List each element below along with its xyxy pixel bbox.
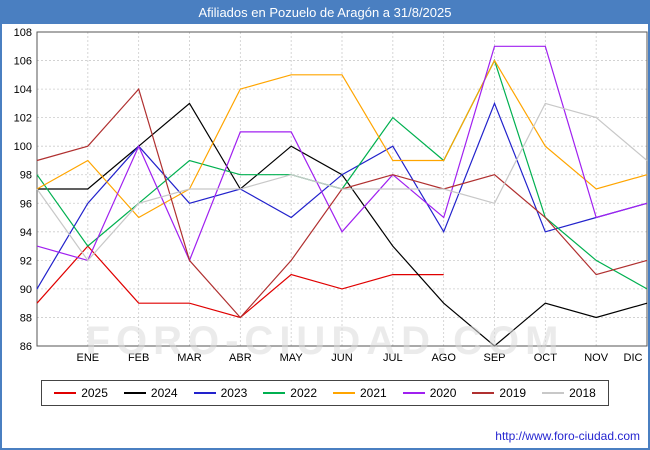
y-tick-label: 100 [14, 141, 32, 153]
x-tick-label: SEP [483, 352, 505, 364]
series-line-2020 [36, 45, 648, 262]
legend-swatch-2019 [472, 392, 495, 394]
x-tick-label: OCT [534, 352, 558, 364]
y-tick-label: 104 [14, 84, 32, 96]
legend-label-2021: 2021 [360, 386, 387, 400]
y-tick-label: 108 [14, 27, 32, 39]
x-tick-label: MAY [280, 352, 304, 364]
x-tick-label: NOV [584, 352, 609, 364]
legend-item-2023: 2023 [193, 386, 248, 400]
x-tick-label: JUN [331, 352, 352, 364]
y-tick-label: 92 [20, 255, 32, 267]
legend-swatch-2020 [402, 392, 425, 394]
x-tick-label: ENE [77, 352, 100, 364]
legend-swatch-2023 [193, 392, 216, 394]
legend: 2025 2024 2023 2022 2021 2020 2019 2018 [41, 380, 609, 406]
x-tick-label: MAR [177, 352, 202, 364]
legend-label-2022: 2022 [290, 386, 317, 400]
legend-swatch-2018 [542, 392, 565, 394]
legend-item-2018: 2018 [542, 386, 596, 400]
legend-item-2019: 2019 [472, 386, 526, 400]
legend-item-2022: 2022 [263, 386, 317, 400]
x-tick-label: AGO [431, 352, 456, 364]
legend-row: 2025 2024 2023 2022 2021 2020 2019 2018 [2, 380, 648, 406]
legend-label-2018: 2018 [569, 386, 596, 400]
legend-swatch-2022 [263, 392, 286, 394]
footer: http://www.foro-ciudad.com [495, 429, 640, 443]
line-chart: 86 88 90 92 94 96 98 100 102 104 106 108 ENE FEB MAR AB… [14, 27, 648, 364]
series-line-2018 [36, 102, 648, 262]
legend-item-2021: 2021 [333, 386, 387, 400]
y-tick-label: 96 [20, 198, 32, 210]
y-tick-label: 94 [20, 227, 32, 239]
chart-area: 86 88 90 92 94 96 98 100 102 104 106 108 ENE FEB MAR AB… [2, 24, 648, 374]
legend-label-2024: 2024 [150, 386, 178, 400]
legend-swatch-2024 [123, 392, 146, 394]
legend-label-2023: 2023 [220, 386, 248, 400]
chart-title: Afiliados en Pozuelo de Aragón a 31/8/20… [198, 5, 452, 20]
legend-label-2025: 2025 [81, 386, 108, 400]
y-tick-label: 88 [20, 312, 32, 324]
y-tick-label: 90 [20, 284, 32, 296]
series-line-2021 [36, 59, 648, 219]
y-tick-label: 106 [14, 56, 32, 68]
x-tick-label: ABR [229, 352, 252, 364]
legend-label-2019: 2019 [499, 386, 527, 400]
chart-title-bar: Afiliados en Pozuelo de Aragón a 31/8/20… [2, 2, 648, 24]
x-tick-label: DIC [624, 352, 643, 364]
legend-item-2024: 2024 [123, 386, 178, 400]
legend-item-2020: 2020 [402, 386, 457, 400]
x-tick-label: JUL [383, 352, 403, 364]
legend-swatch-2021 [333, 392, 355, 394]
legend-swatch-2025 [54, 392, 77, 394]
y-tick-label: 98 [20, 170, 32, 182]
x-tick-label: FEB [128, 352, 149, 364]
y-tick-label: 102 [14, 113, 32, 125]
footer-url[interactable]: http://www.foro-ciudad.com [495, 429, 640, 443]
y-tick-label: 86 [20, 341, 32, 353]
legend-label-2020: 2020 [429, 386, 457, 400]
legend-item-2025: 2025 [54, 386, 108, 400]
